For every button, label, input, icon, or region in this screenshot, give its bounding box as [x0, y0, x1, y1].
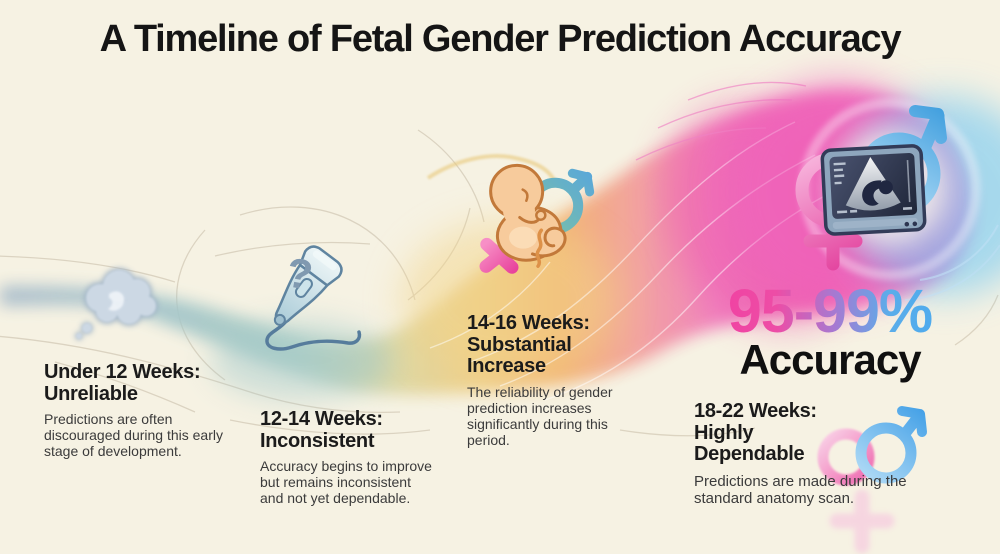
stage-heading: Under 12 Weeks: Unreliable: [44, 361, 201, 405]
stage-12-14-weeks: 12-14 Weeks: Inconsistent Accuracy begin…: [260, 408, 450, 507]
stage-under-12-weeks: Under 12 Weeks: Unreliable Predictions a…: [44, 361, 244, 460]
page-title: A Timeline of Fetal Gender Prediction Ac…: [99, 18, 902, 60]
accuracy-value: 95-99%: [695, 281, 965, 342]
stage-heading: 18-22 Weeks: Highly Dependable: [694, 400, 817, 466]
thought-cloud-icon: [75, 268, 158, 340]
ultrasound-monitor-icon: [820, 144, 927, 236]
stage-14-16-weeks: 14-16 Weeks: Substantial Increase The re…: [467, 312, 657, 449]
accuracy-label: Accuracy: [739, 336, 921, 383]
stage-body: The reliability of gender prediction inc…: [467, 383, 613, 448]
stage-body: Predictions are often discouraged during…: [44, 411, 223, 460]
male-symbol-small-icon: [855, 406, 927, 484]
intertwined-gender-symbols-icon: [817, 406, 927, 554]
stage-heading: 12-14 Weeks: Inconsistent: [260, 408, 383, 452]
stage-body: Accuracy begins to improve but remains i…: [260, 458, 432, 507]
stage-body: Predictions are made during the standard…: [694, 472, 907, 507]
female-symbol-small-icon: [817, 428, 895, 554]
accuracy-callout: 95-99% Accuracy: [695, 281, 965, 381]
fetus-icon: [479, 163, 595, 274]
stage-18-22-weeks: 18-22 Weeks: Highly Dependable Predictio…: [694, 400, 932, 507]
stage-heading: 14-16 Weeks: Substantial Increase: [467, 312, 590, 378]
